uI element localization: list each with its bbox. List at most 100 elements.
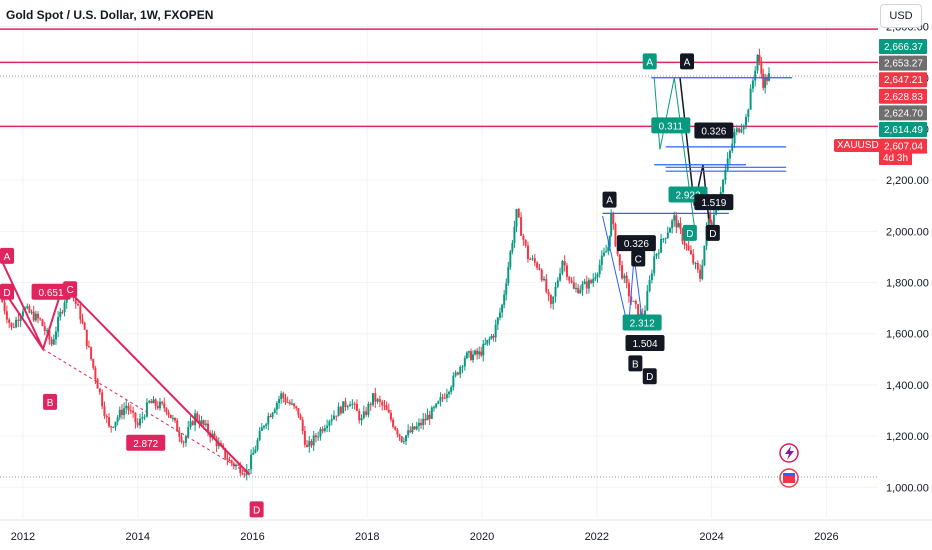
candle-body: [297, 408, 300, 416]
candle-body: [81, 319, 84, 323]
candle-body: [653, 256, 656, 274]
candle-body: [764, 77, 767, 88]
candle-body: [74, 297, 77, 304]
candle-body: [742, 125, 745, 130]
candle-body: [200, 420, 203, 425]
candle-body: [34, 313, 37, 321]
calendar-flag-icon[interactable]: [779, 468, 799, 488]
candle-body: [28, 306, 31, 313]
candle-body: [204, 423, 207, 425]
candle-body: [189, 421, 192, 428]
y-tick-label: 1,800.00: [886, 278, 929, 290]
candle-body: [178, 431, 181, 437]
candle-body: [12, 326, 15, 328]
x-tick-label: 2026: [814, 531, 838, 543]
ticker-badge: XAUUSD: [834, 139, 882, 152]
candle-body: [346, 406, 349, 408]
price-labels: 2,666.37 2,653.27 2,647.21 2,628.83 2,624.70…: [879, 39, 927, 154]
candle-body: [435, 403, 438, 408]
candle-body: [577, 287, 580, 294]
candle-body: [760, 61, 763, 74]
candle-body: [180, 436, 183, 442]
candle-body: [733, 132, 736, 144]
pattern-abcd-line: [653, 77, 695, 227]
candle-body: [596, 274, 599, 278]
candle-body: [376, 399, 379, 402]
candle-body: [459, 367, 462, 375]
candle-body: [581, 283, 584, 290]
pattern-badge: [622, 314, 662, 331]
candle-body: [90, 346, 93, 360]
candle-body: [123, 408, 126, 416]
candle-body: [689, 250, 692, 255]
candle-body: [625, 275, 628, 283]
horizontal-levels: [0, 28, 878, 478]
candle-body: [498, 312, 501, 318]
candle-body: [243, 474, 246, 476]
candle-body: [762, 73, 765, 88]
candle-body: [265, 424, 268, 426]
pattern-badge-label: 1.504: [632, 339, 657, 350]
candle-body: [650, 273, 653, 281]
candle-body: [701, 265, 704, 279]
y-tick-label: 1,200.00: [886, 431, 929, 443]
pattern-badge-label: 1.519: [701, 198, 726, 209]
bar-countdown: 4d 3h: [879, 152, 913, 165]
candle-body: [46, 330, 49, 332]
lightning-icon[interactable]: [779, 443, 799, 463]
candle-body: [568, 276, 571, 281]
candle-body: [398, 434, 401, 437]
candle-body: [317, 436, 320, 438]
candle-body: [308, 440, 311, 447]
candle-body: [749, 88, 752, 110]
candle-body: [511, 243, 514, 252]
candle-body: [724, 170, 727, 180]
candle-body: [668, 228, 671, 233]
candle-body: [692, 254, 695, 264]
candle-body: [517, 208, 520, 218]
candle-body: [61, 311, 64, 313]
candle-body: [152, 399, 155, 404]
candle-body: [21, 311, 24, 317]
x-axis[interactable]: 2012 2014 2016 2018 2020 2022 2024 2026: [0, 519, 932, 543]
candle-body: [612, 213, 615, 225]
candle-body: [441, 397, 444, 399]
candle-body: [632, 300, 635, 302]
pattern-badge-label: D: [253, 505, 260, 516]
currency-selector[interactable]: USD: [880, 4, 922, 28]
candle-body: [295, 406, 298, 409]
candle-body: [396, 429, 399, 435]
candle-body: [5, 311, 8, 320]
candle-body: [751, 80, 754, 89]
candle-body: [587, 280, 590, 289]
candle-body: [405, 435, 408, 442]
candle-body: [87, 345, 90, 347]
price-label-text: 2,653.27: [884, 59, 923, 70]
candle-body: [559, 273, 562, 281]
candle-body: [592, 278, 595, 283]
candle-body: [372, 393, 375, 405]
candle-body: [293, 403, 296, 407]
candle-body: [118, 409, 121, 418]
candle-body: [608, 235, 611, 248]
candle-body: [176, 420, 179, 432]
candle-body: [92, 359, 95, 368]
candle-body: [105, 416, 108, 418]
price-label-text: 2,614.49: [884, 125, 923, 136]
candle-body: [374, 393, 377, 402]
candle-body: [213, 433, 216, 439]
candle-body: [299, 415, 302, 420]
candle-body: [171, 417, 174, 419]
candle-body: [488, 338, 491, 340]
candle-body: [83, 322, 86, 330]
side-tools[interactable]: [779, 443, 799, 488]
candle-body: [26, 306, 29, 308]
pattern-badge-label: A: [646, 57, 653, 68]
y-tick-label: 2,000.00: [886, 226, 929, 238]
candle-body: [112, 426, 115, 428]
pattern-badge-label: 2.312: [630, 318, 655, 329]
candle-body: [39, 318, 42, 320]
candle-body: [59, 311, 62, 318]
pattern-badge-label: D: [3, 288, 10, 299]
